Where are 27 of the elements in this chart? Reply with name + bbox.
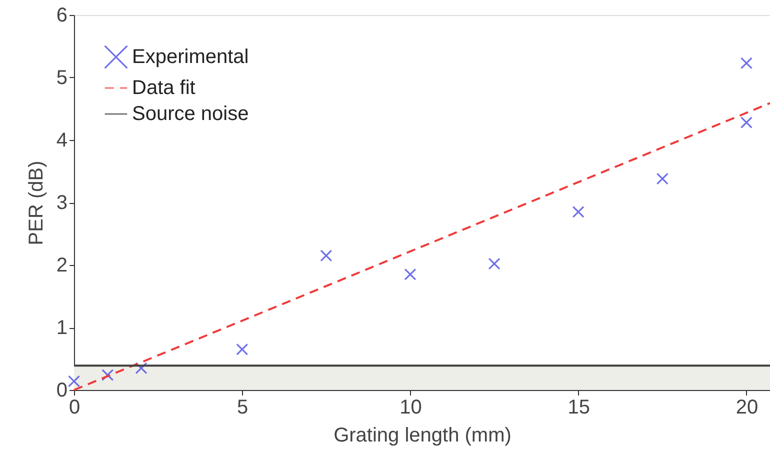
y-tick-label: 0 <box>56 380 68 402</box>
point <box>740 116 753 129</box>
y-tick-label: 1 <box>56 317 68 339</box>
point <box>135 362 148 374</box>
legend-label: Data fit <box>132 77 196 99</box>
point <box>236 343 248 356</box>
y-tick-label: 2 <box>56 254 68 276</box>
point <box>320 250 332 262</box>
point <box>102 368 114 382</box>
y-tick-label: 4 <box>56 130 68 152</box>
x-tick-label: 10 <box>400 396 422 418</box>
point <box>68 375 80 388</box>
y-tick-label: 3 <box>56 192 68 214</box>
y-tick-label: 6 <box>56 4 68 26</box>
legend-label: Experimental <box>132 46 249 68</box>
y-axis-title: PER (dB) <box>25 160 48 246</box>
x-axis-title: Grating length (mm) <box>334 424 512 446</box>
point <box>572 206 584 218</box>
point <box>488 258 500 270</box>
point <box>656 172 668 185</box>
point <box>740 57 753 70</box>
legend-label: Source noise <box>132 103 249 125</box>
y-tick-label: 5 <box>56 67 68 89</box>
x-tick-label: 5 <box>237 396 248 418</box>
point <box>404 268 416 280</box>
x-tick-label: 20 <box>736 396 758 418</box>
x-tick-label: 15 <box>568 396 590 418</box>
